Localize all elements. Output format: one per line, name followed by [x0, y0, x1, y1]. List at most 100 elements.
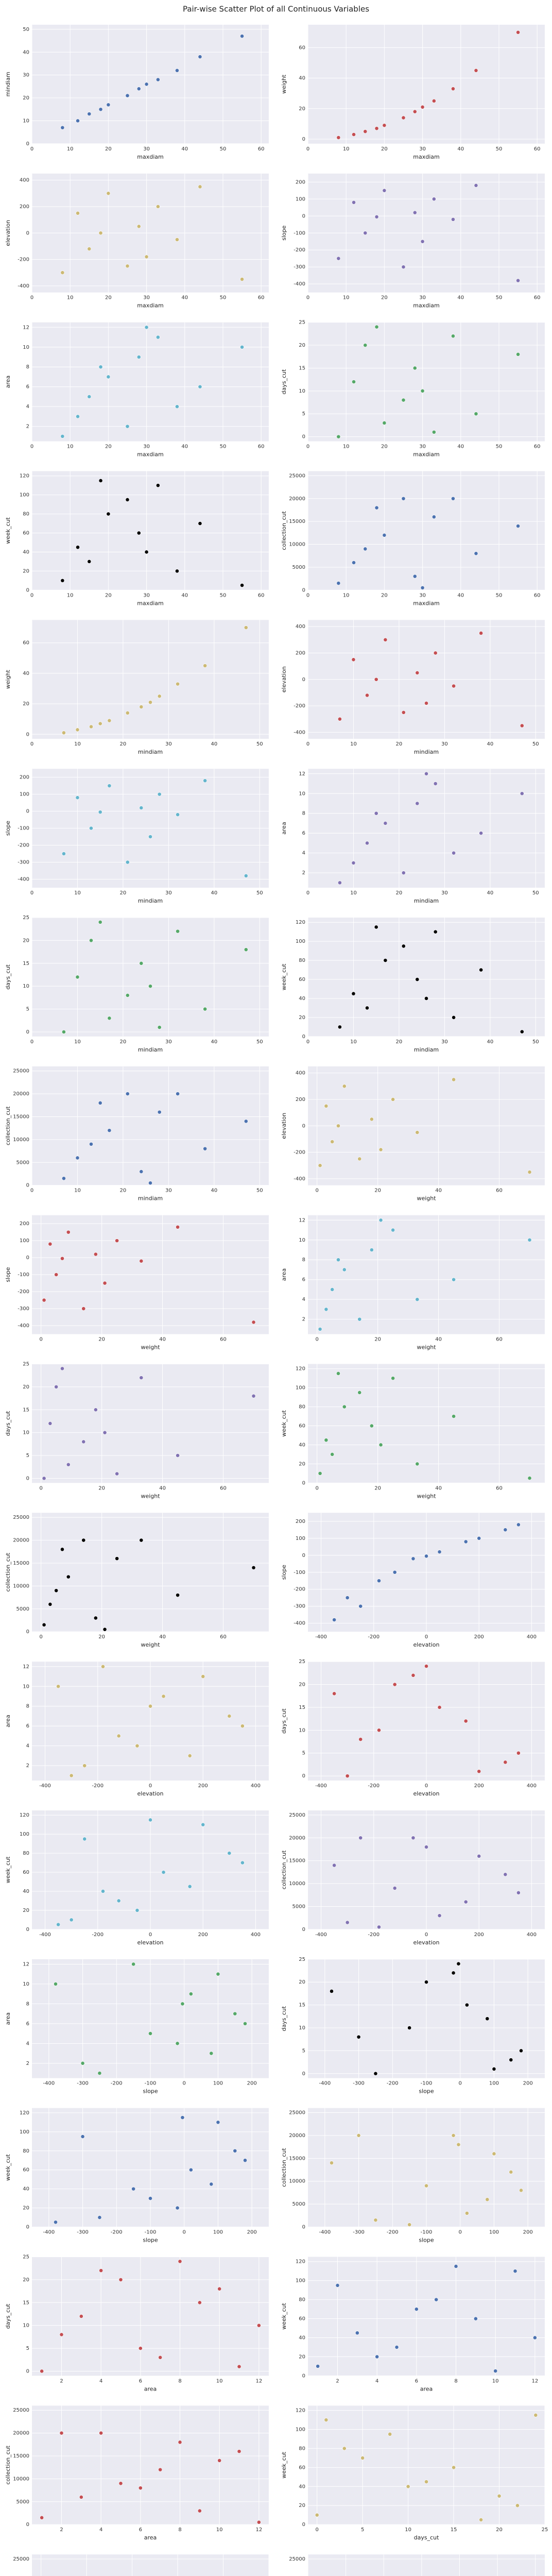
plot-area: [308, 769, 545, 888]
subplot: 0 10 20 30 40 50 0 20 40 60 mindiam weight: [5, 620, 269, 755]
point: [42, 1622, 46, 1627]
y-axis-label: slope: [281, 1565, 287, 1580]
y-tick-label: 20: [23, 2277, 29, 2283]
point: [451, 1971, 456, 1975]
y-tick-label: 20: [299, 2503, 305, 2509]
point: [187, 1754, 192, 1758]
point: [139, 806, 144, 810]
y-tick-label: 15000: [289, 2156, 305, 2161]
x-tick-label: 100: [489, 2230, 499, 2235]
point: [432, 99, 436, 103]
x-tick-label: 2: [60, 2378, 63, 2384]
point: [464, 2003, 469, 2007]
point: [107, 718, 112, 723]
y-tick-label: 100: [296, 2278, 305, 2284]
y-tick-label: 10: [23, 118, 29, 124]
point: [434, 2297, 439, 2302]
plot-area: [32, 1364, 269, 1483]
point: [493, 2369, 498, 2373]
point: [452, 851, 456, 855]
point: [101, 1889, 105, 1893]
point: [54, 1982, 58, 1986]
x-tick-label: 400: [251, 1932, 261, 1938]
point: [54, 1273, 59, 1277]
y-axis-label: days_cut: [5, 964, 11, 989]
y-tick-label: 20000: [13, 2431, 29, 2436]
point: [485, 2016, 490, 2021]
x-tick-label: 30: [165, 741, 172, 747]
point: [98, 479, 103, 483]
x-axis-label: maxdiam: [137, 600, 163, 606]
y-tick-label: 0: [26, 1183, 29, 1189]
point: [532, 2335, 537, 2340]
subplot: -400 -300 -200 -100 0 100 200 0 5000 10000 15000 20…: [281, 2108, 545, 2244]
x-tick-label: 0: [306, 295, 309, 301]
point: [107, 784, 112, 788]
y-axis-label: days_cut: [5, 1411, 11, 1436]
plot-area: [308, 322, 545, 442]
point: [158, 2355, 163, 2360]
point: [80, 2061, 85, 2065]
subplot: -400 -200 0 200 400 0 5 10 15 20 25 elevation days_c…: [281, 1659, 545, 1797]
point: [392, 1682, 397, 1687]
point: [463, 1900, 468, 1904]
point: [411, 1836, 416, 1840]
y-tick-label: 4: [302, 851, 305, 856]
point: [415, 671, 420, 675]
x-tick-label: 200: [247, 2081, 257, 2087]
x-tick-label: 40: [159, 1337, 166, 1343]
x-tick-label: 20: [374, 1337, 381, 1343]
x-tick-label: 30: [165, 890, 172, 896]
point: [360, 2455, 365, 2460]
subplot: 0 20 40 60 0 5 10 15 20 25 weight days_cut: [5, 1362, 269, 1499]
point: [176, 1092, 180, 1096]
x-tick-label: -200: [92, 1932, 104, 1938]
x-tick-label: 20: [105, 146, 112, 152]
point: [363, 343, 368, 347]
point: [106, 191, 111, 196]
point: [330, 2161, 334, 2165]
x-tick-label: 0: [149, 1783, 152, 1789]
x-tick-label: 50: [532, 1039, 539, 1045]
point: [69, 1918, 74, 1922]
subplot: 0 10 20 30 40 50 2 4 6 8 10 12 mindiam area: [281, 769, 545, 904]
y-tick-label: 20: [299, 2354, 305, 2360]
x-tick-label: 8: [454, 2378, 457, 2384]
point: [89, 724, 93, 729]
y-tick-label: 5: [26, 1453, 29, 1459]
x-tick-label: 10: [67, 295, 74, 301]
plot-area: [32, 1513, 269, 1632]
x-tick-label: 6: [139, 2378, 142, 2384]
y-tick-label: 25: [299, 320, 305, 326]
point: [497, 2494, 502, 2498]
y-axis-label: collection_cut: [281, 2148, 287, 2187]
y-tick-label: 60: [299, 45, 305, 50]
x-tick-label: 0: [30, 1188, 33, 1194]
y-tick-label: 20: [299, 1015, 305, 1021]
y-tick-label: 5000: [292, 565, 305, 570]
y-tick-label: 0: [26, 1255, 29, 1261]
point: [374, 925, 378, 929]
point: [332, 1863, 337, 1868]
subplot: 0 10 20 30 40 50 60 -400 -300 -200 -100 0 100 200 maxd…: [281, 173, 545, 309]
point: [237, 2364, 242, 2369]
y-tick-label: 100: [20, 1238, 29, 1244]
point: [516, 1890, 521, 1895]
y-tick-label: 5000: [16, 2499, 29, 2505]
subplot: 0 10 20 30 40 50 -400 -200 0 200 400 mindiam elevati…: [281, 620, 545, 755]
y-axis-label: area: [5, 2012, 11, 2025]
y-tick-label: 20: [299, 343, 305, 348]
point: [60, 1547, 64, 1552]
x-tick-label: 50: [256, 890, 263, 896]
x-tick-label: 50: [220, 295, 227, 301]
y-tick-label: -400: [294, 1621, 305, 1626]
x-tick-label: -200: [111, 2081, 123, 2087]
x-tick-label: 20: [120, 890, 127, 896]
x-tick-label: 0: [316, 1188, 319, 1194]
y-tick-label: 40: [299, 1442, 305, 1448]
subplot: -400 -300 -200 -100 0 100 200 0 5 10 15 20 25 slope da…: [281, 1957, 545, 2095]
y-tick-label: 60: [23, 2167, 29, 2173]
point: [135, 1743, 140, 1748]
y-tick-label: 25000: [289, 1812, 305, 1818]
x-tick-label: 20: [374, 1188, 381, 1194]
